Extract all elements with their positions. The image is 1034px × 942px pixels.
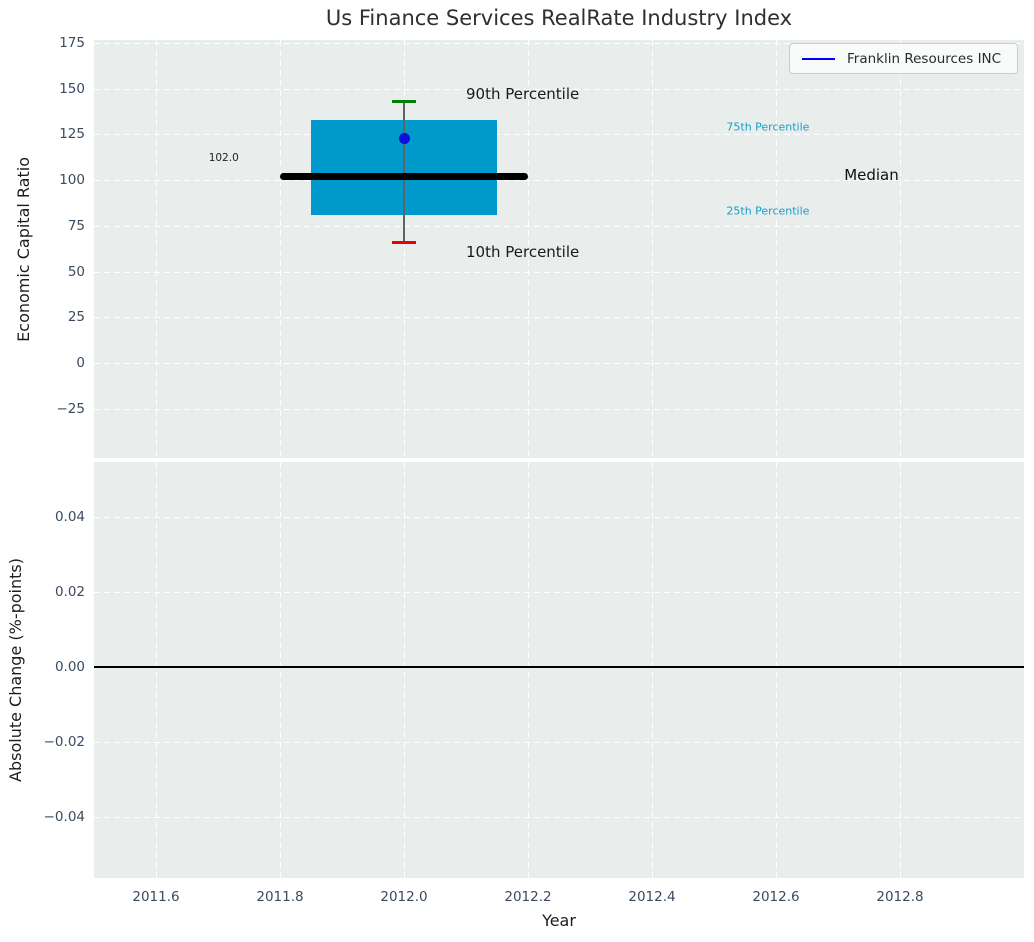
y-gridline [94,271,1024,273]
y-gridline [94,517,1024,519]
y-tick-label: 0.04 [54,509,85,526]
x-gridline [156,40,157,458]
y-gridline [94,363,1024,365]
x-tick-label: 2012.4 [628,889,676,905]
cap-10th-percentile [391,240,417,245]
annotation-median-value: 102.0 [208,152,239,165]
y-gridline [94,88,1024,90]
y-tick-label: 0.00 [54,659,85,675]
x-gridline [156,462,157,878]
x-tick-label: 2012.8 [876,889,924,905]
y-gridline [94,42,1024,44]
x-gridline [280,40,281,458]
x-gridline [404,462,405,878]
legend-label: Franklin Resources INC [847,50,1002,67]
x-gridline [900,462,901,878]
y-tick-label: 100 [59,172,85,189]
x-gridline [652,40,653,458]
y-tick-label: 0.02 [54,584,85,600]
y-gridline [94,742,1024,743]
annotation-median: Median [844,165,899,184]
whisker-line [403,101,405,243]
x-tick-label: 2011.8 [256,889,304,905]
y-tick-label: 125 [59,126,85,143]
annotation-10th-percentile: 10th Percentile [466,242,580,261]
annotation-75th-percentile: 75th Percentile [726,120,810,134]
y-gridline [94,225,1024,227]
y-tick-label: −25 [56,401,86,417]
y-tick-label: 175 [59,34,85,51]
x-tick-label: 2012.0 [380,889,428,905]
bottom-plot-area [94,462,1024,878]
y-gridline [94,409,1024,410]
y-gridline [94,592,1024,593]
y-tick-label: 75 [67,217,85,234]
legend-line-sample [802,57,835,60]
y-tick-label: 0 [76,355,85,372]
annotation-90th-percentile: 90th Percentile [466,85,580,104]
y-tick-label: −0.04 [43,808,85,825]
series-marker-franklin-resources-inc [398,132,410,144]
x-gridline [404,40,405,458]
x-axis-label: Year [542,911,576,930]
x-tick-label: 2011.6 [132,889,180,905]
y-tick-label: 25 [67,309,85,326]
y-gridline [94,134,1024,136]
top-plot-area [94,40,1024,458]
zero-line [94,666,1024,668]
x-gridline [776,40,777,458]
top-y-axis-label-wrap: Economic Capital Ratio [14,40,33,458]
x-gridline [652,462,653,878]
cap-90th-percentile [391,99,417,104]
chart-title: Us Finance Services RealRate Industry In… [325,6,793,30]
x-gridline [900,40,901,458]
x-gridline [528,40,529,458]
x-gridline [776,462,777,878]
y-gridline [94,317,1024,319]
x-tick-label: 2012.6 [752,889,800,905]
median-line [280,173,528,180]
legend: Franklin Resources INC [789,43,1018,74]
y-tick-label: 50 [67,263,85,280]
x-gridline [528,462,529,878]
y-gridline [94,816,1024,818]
annotation-25th-percentile: 25th Percentile [726,204,810,218]
y-tick-label: 150 [59,80,85,97]
x-gridline [280,462,281,878]
y-gridline [94,180,1024,182]
y-tick-label: −0.02 [43,734,85,750]
x-tick-label: 2012.2 [504,889,552,905]
